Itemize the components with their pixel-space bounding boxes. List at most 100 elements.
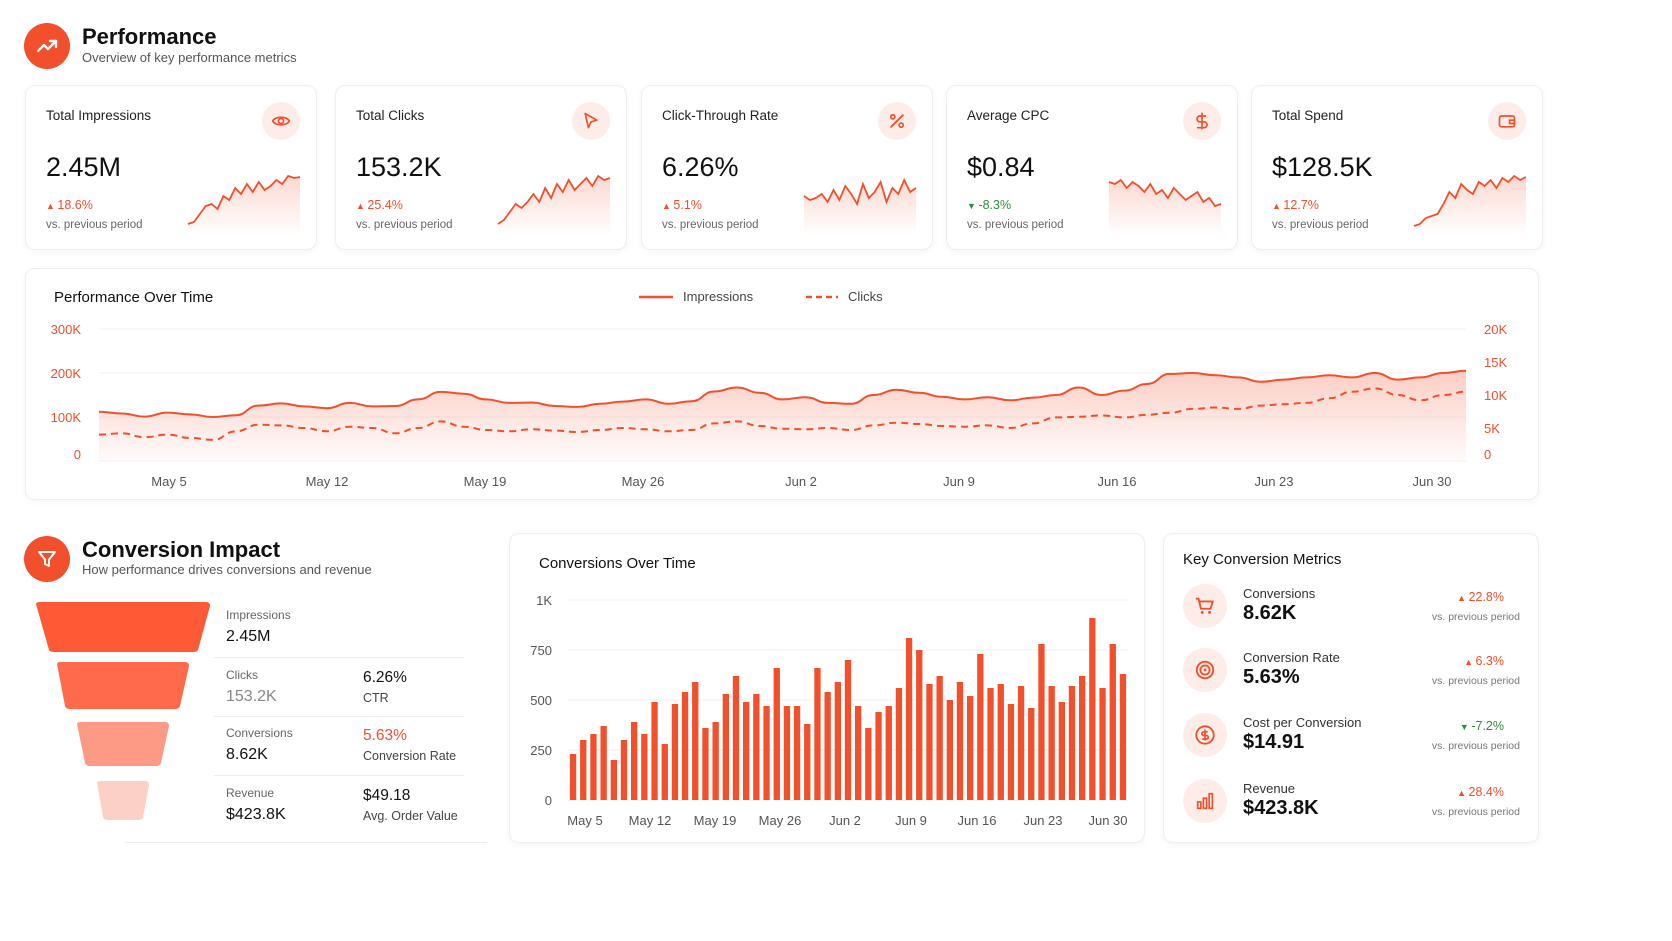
conversion-bar[interactable] xyxy=(956,682,964,800)
conversion-bar[interactable] xyxy=(600,726,607,800)
legend-impressions[interactable]: Impressions xyxy=(639,289,753,304)
conversion-bar[interactable] xyxy=(916,650,923,800)
kpi-label: Average CPC xyxy=(967,108,1050,123)
funnel-row-divider xyxy=(214,716,464,717)
conversion-bar[interactable] xyxy=(1028,708,1035,800)
conversion-bar[interactable] xyxy=(1058,702,1065,800)
funnel-row-impressions[interactable]: Impressions 2.45M xyxy=(226,608,466,658)
conversion-bar[interactable] xyxy=(1089,618,1096,800)
kpi-card-total-spend[interactable]: Total Spend $128.5K ▲ 12.7% vs. previous… xyxy=(1251,85,1543,250)
conversion-bar[interactable] xyxy=(641,734,648,800)
sparkline-line xyxy=(1413,174,1527,227)
conversion-bar[interactable] xyxy=(895,688,903,800)
conversion-bar[interactable] xyxy=(1038,644,1045,800)
perf-x-tick: Jun 16 xyxy=(1097,474,1136,489)
conversion-bar[interactable] xyxy=(569,754,577,800)
conversion-bar[interactable] xyxy=(855,706,862,800)
conversion-bar[interactable] xyxy=(1048,686,1055,800)
kpi-card-click-through-rate[interactable]: Click-Through Rate 6.26% ▲ 5.1% vs. prev… xyxy=(641,85,933,250)
funnel-metric-label: CTR xyxy=(363,691,389,705)
key-metric-compare: vs. previous period xyxy=(1431,611,1520,623)
conversion-bar[interactable] xyxy=(722,694,729,800)
key-metric-compare: vs. previous period xyxy=(1431,806,1520,818)
key-metrics-title: Key Conversion Metrics xyxy=(1183,551,1342,568)
conversion-bar[interactable] xyxy=(753,694,760,800)
conversion-bar[interactable] xyxy=(743,702,750,800)
conversion-bar[interactable] xyxy=(661,744,668,800)
conversion-bar[interactable] xyxy=(1079,676,1086,800)
conversion-bar[interactable] xyxy=(610,760,617,800)
funnel-stage-value: 8.62K xyxy=(226,746,268,763)
conversion-bar[interactable] xyxy=(1017,686,1025,800)
arrow-down-icon: ▼ xyxy=(1459,722,1472,732)
conversion-bar[interactable] xyxy=(997,684,1004,800)
key-metric-row-cost-per-conversion[interactable]: Cost per Conversion $14.91 ▼ -7.2% vs. p… xyxy=(1164,713,1540,771)
conversion-bar[interactable] xyxy=(1068,686,1076,800)
conversion-bar[interactable] xyxy=(905,638,913,800)
funnel-row-revenue[interactable]: Revenue $423.8K $49.18 Avg. Order Value xyxy=(226,786,466,836)
conversion-bar[interactable] xyxy=(732,676,740,800)
perf-y-left-tick: 100K xyxy=(51,410,82,425)
conversion-bar[interactable] xyxy=(783,706,791,800)
impressions-line xyxy=(98,369,1467,419)
kpi-card-total-clicks[interactable]: Total Clicks 153.2K ▲ 25.4% vs. previous… xyxy=(335,85,627,250)
conversion-bar[interactable] xyxy=(651,702,658,800)
kpi-value: $128.5K xyxy=(1272,152,1373,182)
conversion-bar[interactable] xyxy=(834,682,841,800)
sparkline-line xyxy=(187,174,301,225)
conversion-bar[interactable] xyxy=(580,740,587,800)
conversion-bar[interactable] xyxy=(977,654,984,800)
conversion-bar[interactable] xyxy=(1109,644,1116,800)
conversion-bar[interactable] xyxy=(681,692,689,800)
arrow-up-icon: ▲ xyxy=(1464,657,1476,667)
target-icon xyxy=(1183,648,1227,692)
conversion-bar[interactable] xyxy=(773,668,780,800)
funnel-row-conversions[interactable]: Conversions 8.62K 5.63% Conversion Rate xyxy=(226,726,466,776)
conversion-bar[interactable] xyxy=(793,706,801,800)
conversion-bar[interactable] xyxy=(875,712,882,800)
conversion-bar[interactable] xyxy=(885,706,892,800)
funnel-stage-revenue xyxy=(97,781,149,820)
funnel-row-clicks[interactable]: Clicks 153.2K 6.26% CTR xyxy=(226,668,466,718)
conversion-bar[interactable] xyxy=(620,740,628,800)
conversion-bar[interactable] xyxy=(967,696,974,800)
trend-up-icon xyxy=(36,39,58,53)
conversion-bar[interactable] xyxy=(814,668,821,800)
arrow-up-icon: ▲ xyxy=(46,201,58,211)
funnel-metric-value: $49.18 xyxy=(363,787,411,804)
conv-x-tick: Jun 30 xyxy=(1088,813,1127,828)
conversion-bar[interactable] xyxy=(702,728,709,800)
conversion-bar[interactable] xyxy=(865,728,872,800)
conversion-bar[interactable] xyxy=(763,706,770,800)
key-metric-row-conversion-rate[interactable]: Conversion Rate 5.63% ▲ 6.3% vs. previou… xyxy=(1164,648,1540,706)
conversion-bar[interactable] xyxy=(590,734,597,800)
conversion-bar[interactable] xyxy=(692,682,699,800)
conversion-bar[interactable] xyxy=(671,704,679,800)
key-metric-value: 5.63% xyxy=(1243,666,1300,688)
conversion-bar[interactable] xyxy=(712,722,719,800)
conversion-bar[interactable] xyxy=(987,688,994,800)
conversion-bar[interactable] xyxy=(936,676,943,800)
conversion-bar[interactable] xyxy=(926,684,933,800)
legend-clicks[interactable]: Clicks xyxy=(806,289,883,304)
conversion-bar[interactable] xyxy=(1119,674,1127,800)
kpi-value: 153.2K xyxy=(356,152,442,182)
conversion-bar[interactable] xyxy=(844,660,852,800)
legend-clicks-label: Clicks xyxy=(848,289,883,304)
conversion-bar[interactable] xyxy=(1007,704,1015,800)
conversion-bar[interactable] xyxy=(1099,688,1106,800)
key-metric-delta: ▲ 22.8% xyxy=(1457,590,1504,604)
conv-y-tick: 1K xyxy=(536,593,552,608)
conversions-bar-chart: 1K 750 500 250 0 May 5 May 12 May 19 May 26 Jun 2… xyxy=(530,593,1128,828)
kpi-card-total-impressions[interactable]: Total Impressions 2.45M ▲ 18.6% vs. prev… xyxy=(25,85,317,250)
kpi-card-average-cpc[interactable]: Average CPC $0.84 ▼ -8.3% vs. previous p… xyxy=(946,85,1238,250)
performance-chart-card: Performance Over Time Impressions Clicks… xyxy=(25,268,1539,500)
conversion-bar[interactable] xyxy=(804,724,811,800)
conversion-bar[interactable] xyxy=(824,692,831,800)
dollar-icon xyxy=(1183,102,1221,140)
funnel-metric-value: 5.63% xyxy=(363,727,407,744)
conversion-bar[interactable] xyxy=(946,700,953,800)
key-metric-row-conversions[interactable]: Conversions 8.62K ▲ 22.8% vs. previous p… xyxy=(1164,584,1540,642)
conversion-bar[interactable] xyxy=(631,722,638,800)
key-metric-row-revenue[interactable]: Revenue $423.8K ▲ 28.4% vs. previous per… xyxy=(1164,779,1540,837)
